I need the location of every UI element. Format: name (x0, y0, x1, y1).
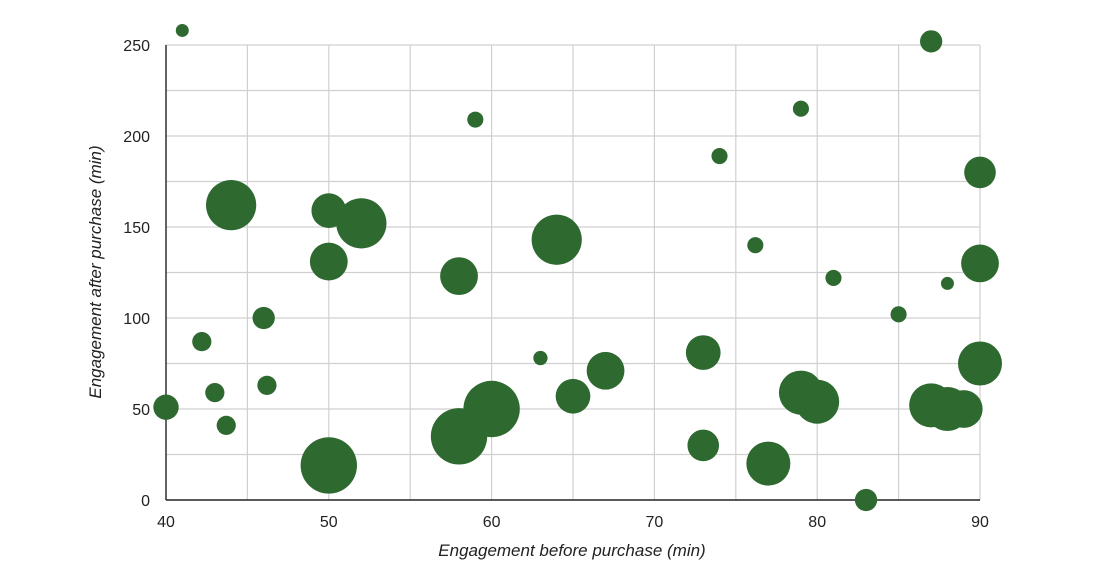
data-point-bubble (940, 276, 954, 290)
data-points (153, 23, 1002, 512)
data-point-bubble (440, 257, 478, 296)
y-axis-title: Engagement after purchase (min) (86, 145, 105, 398)
data-point-bubble (961, 244, 999, 283)
data-point-bubble (206, 180, 257, 231)
data-point-bubble (566, 238, 580, 252)
data-point-bubble (964, 156, 996, 189)
data-point-bubble (533, 350, 548, 366)
data-point-bubble (555, 378, 591, 414)
x-tick-label: 80 (808, 514, 826, 531)
data-point-bubble (944, 390, 983, 428)
data-point-bubble (685, 335, 721, 370)
y-tick-label: 250 (123, 38, 150, 55)
data-point-bubble (920, 30, 943, 53)
data-point-bubble (300, 437, 357, 494)
tick-labels: 40 50 60 70 80 90 0 50 100 150 200 250 (123, 38, 989, 531)
data-point-bubble (795, 379, 840, 424)
y-tick-label: 0 (141, 493, 150, 510)
data-point-bubble (336, 198, 387, 249)
data-point-bubble (854, 488, 878, 512)
data-point-bubble (825, 269, 842, 287)
y-tick-label: 50 (132, 402, 150, 419)
y-tick-label: 100 (123, 311, 150, 328)
grid (166, 44, 981, 500)
data-point-bubble (687, 429, 720, 462)
axes (165, 45, 980, 501)
data-point-bubble (252, 306, 275, 330)
x-axis-title: Engagement before purchase (min) (438, 541, 705, 560)
data-point-bubble (890, 306, 907, 323)
y-tick-label: 150 (123, 220, 150, 237)
data-point-bubble (531, 214, 582, 265)
data-point-bubble (747, 237, 764, 254)
y-tick-label: 200 (123, 129, 150, 146)
data-point-bubble (175, 23, 189, 37)
data-point-bubble (309, 242, 348, 281)
data-point-bubble (153, 394, 179, 420)
data-point-bubble (586, 351, 625, 390)
data-point-bubble (216, 415, 236, 435)
data-point-bubble (192, 332, 212, 352)
data-point-bubble (463, 380, 520, 438)
data-point-bubble (205, 383, 225, 403)
x-tick-label: 60 (483, 514, 501, 531)
data-point-bubble (711, 147, 728, 165)
data-point-bubble (958, 341, 1002, 386)
data-point-bubble (746, 441, 791, 486)
x-tick-label: 90 (971, 514, 989, 531)
x-tick-label: 70 (646, 514, 664, 531)
data-point-bubble (467, 111, 484, 128)
data-point-bubble (257, 375, 277, 395)
x-tick-label: 50 (320, 514, 338, 531)
x-tick-label: 40 (157, 514, 175, 531)
data-point-bubble (792, 100, 809, 117)
